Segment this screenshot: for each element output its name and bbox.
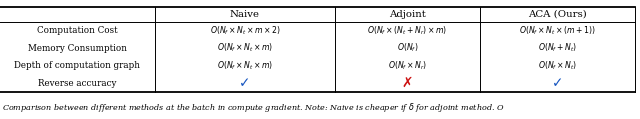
Text: Comparison between different methods at the batch in compute gradient. Note: Nai: Comparison between different methods at …: [2, 101, 504, 114]
Text: ACA (Ours): ACA (Ours): [528, 10, 587, 19]
Text: $O(N_f \times N_t \times (m+1))$: $O(N_f \times N_t \times (m+1))$: [519, 25, 596, 37]
Text: Computation Cost: Computation Cost: [37, 26, 118, 35]
Text: Adjoint: Adjoint: [389, 10, 426, 19]
Text: ✓: ✓: [552, 76, 563, 90]
Text: Reverse accuracy: Reverse accuracy: [38, 79, 116, 88]
Text: $O(N_f)$: $O(N_f)$: [397, 42, 418, 55]
Text: $O(N_f \times N_t)$: $O(N_f \times N_t)$: [538, 60, 577, 72]
Text: $O(N_f \times N_t \times m \times 2)$: $O(N_f \times N_t \times m \times 2)$: [210, 25, 280, 37]
Text: Naive: Naive: [230, 10, 260, 19]
Text: Memory Consumption: Memory Consumption: [28, 44, 127, 53]
Text: $O(N_f \times (N_t + N_r) \times m)$: $O(N_f \times (N_t + N_r) \times m)$: [367, 25, 447, 37]
Text: $O(N_f \times N_t \times m)$: $O(N_f \times N_t \times m)$: [217, 60, 273, 72]
Text: $O(N_f \times N_t \times m)$: $O(N_f \times N_t \times m)$: [217, 42, 273, 55]
Text: ✗: ✗: [402, 76, 413, 90]
Text: $O(N_f + N_t)$: $O(N_f + N_t)$: [538, 42, 577, 55]
Text: ✓: ✓: [239, 76, 251, 90]
Text: $O(N_f \times N_r)$: $O(N_f \times N_r)$: [388, 60, 427, 72]
Text: Depth of computation graph: Depth of computation graph: [15, 61, 141, 70]
